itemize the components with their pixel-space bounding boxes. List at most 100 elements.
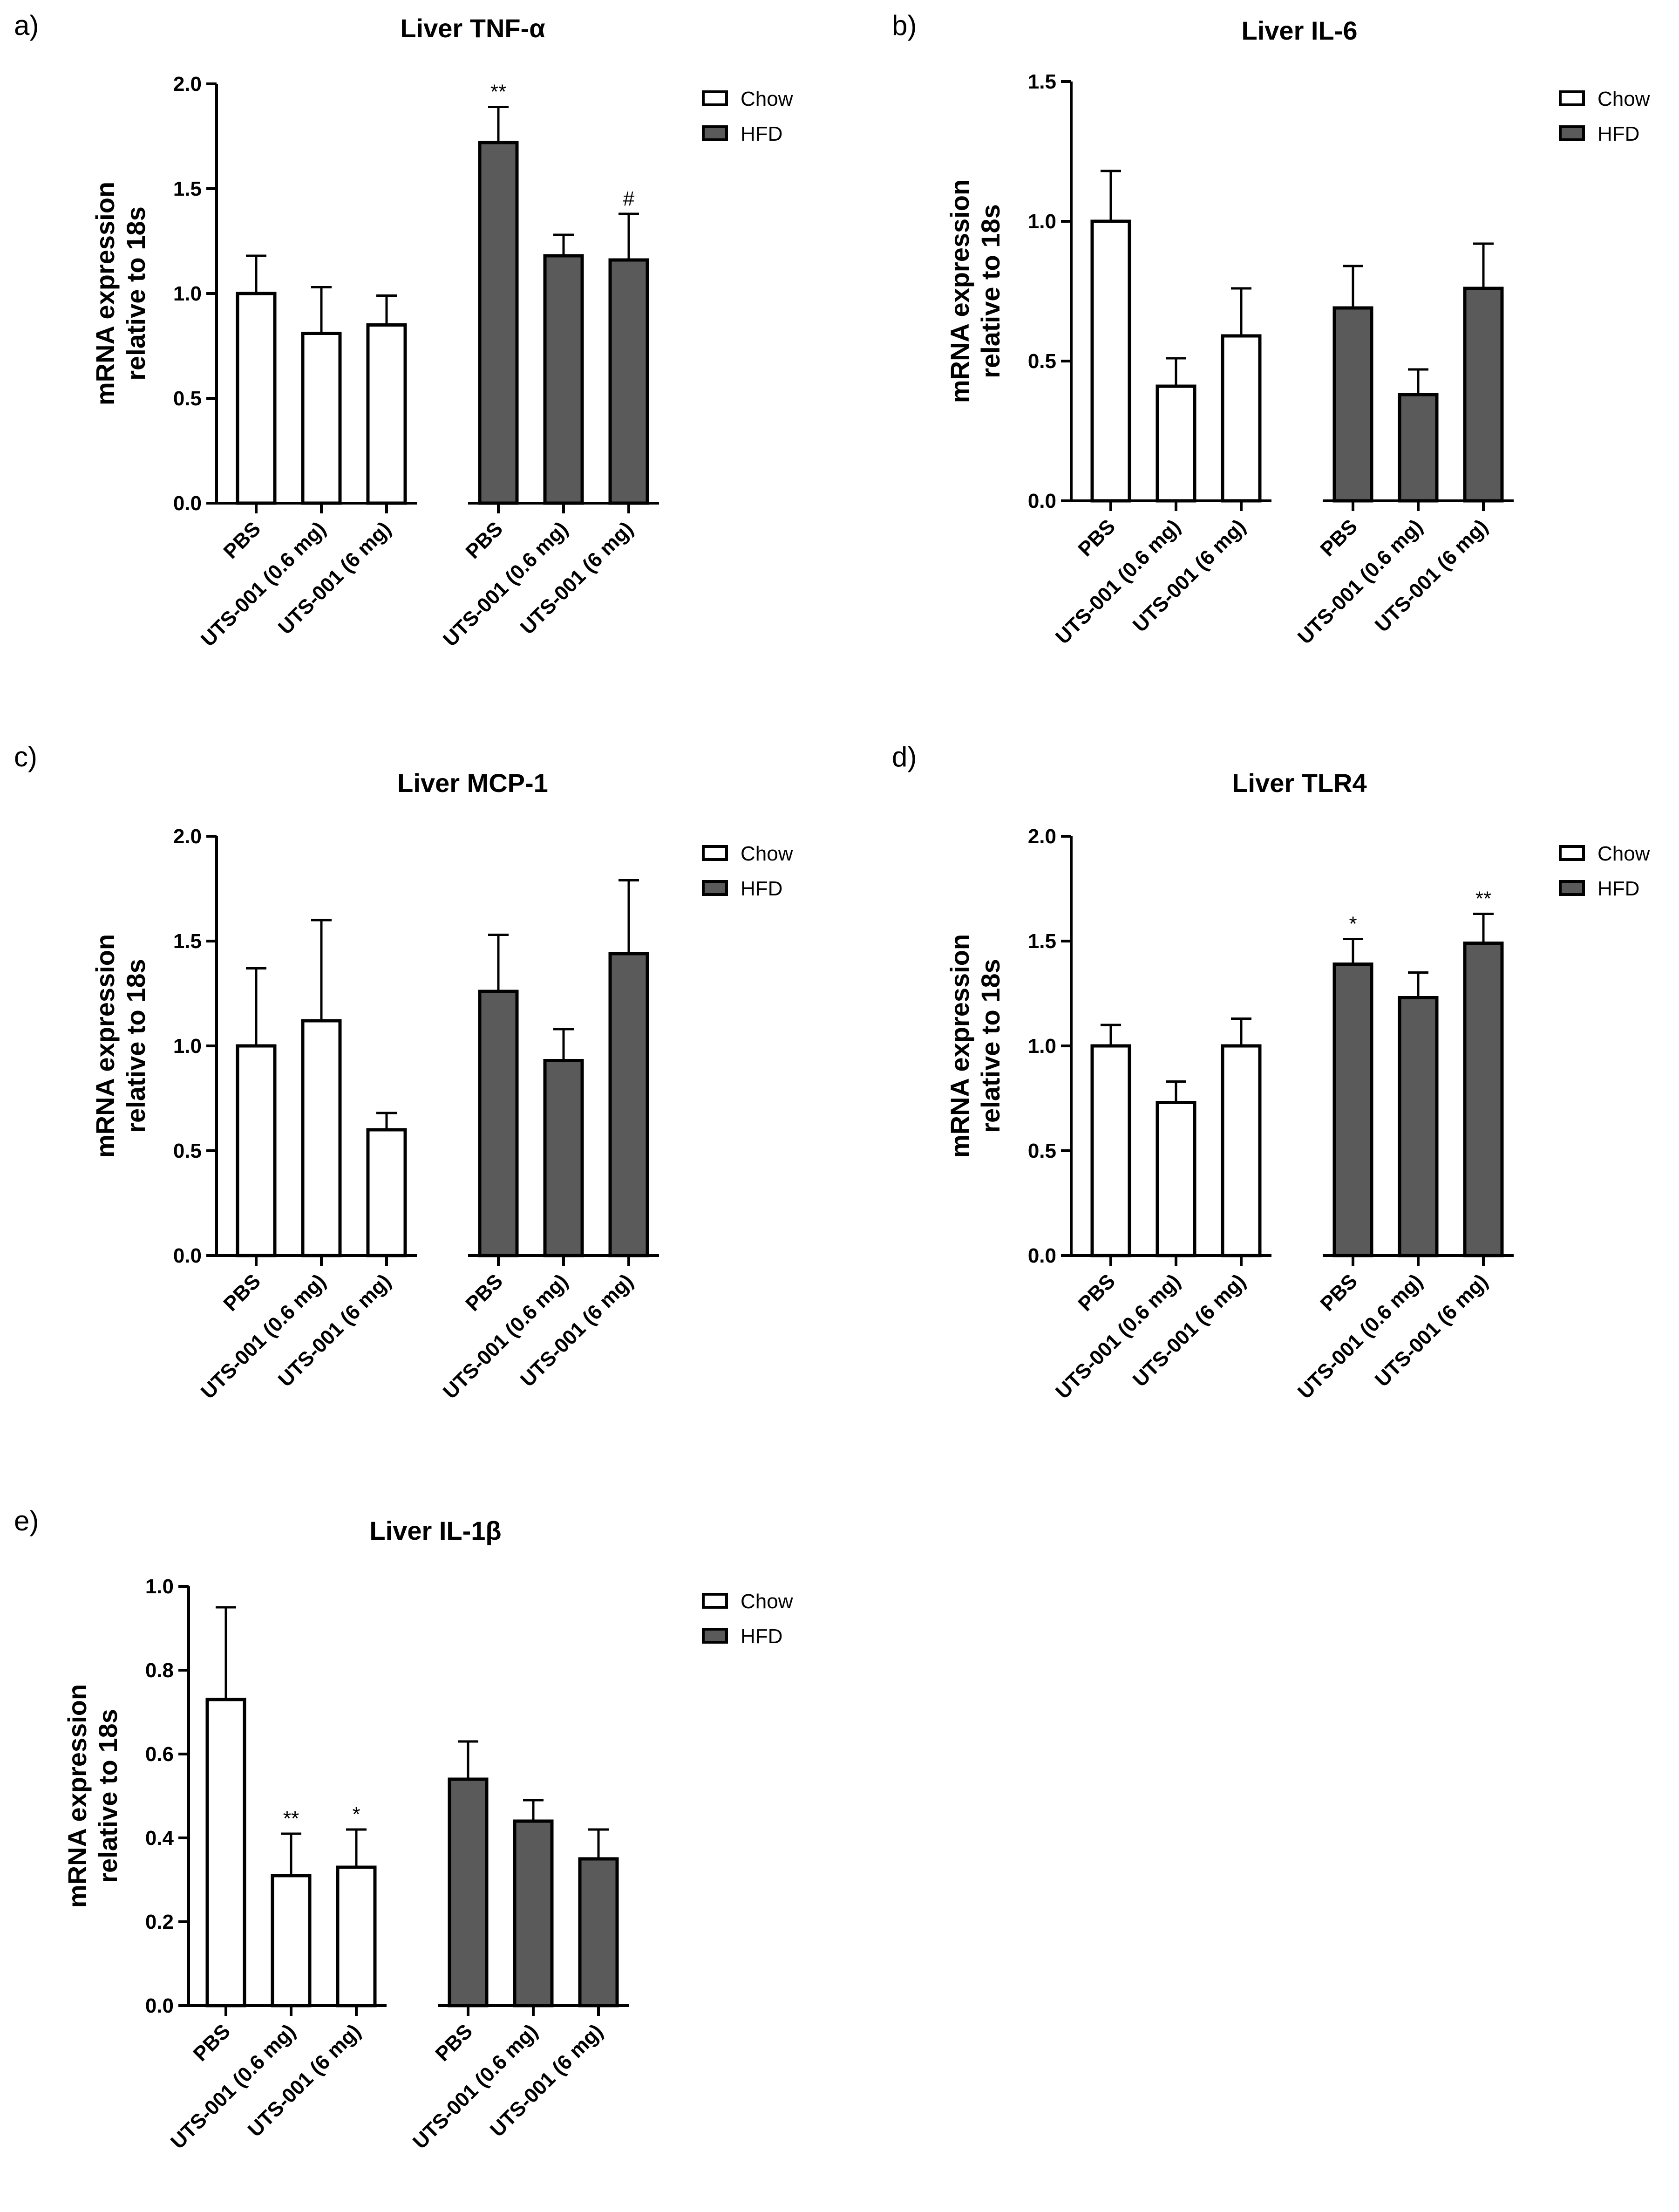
- y-axis-label-line1: mRNA expression: [62, 1684, 92, 1908]
- x-tick-label: PBS: [431, 2020, 477, 2066]
- y-tick-label: 1.5: [173, 178, 202, 200]
- bar-chow-2: [366, 1128, 407, 1257]
- x-tick-label: UTS-001 (6 mg): [274, 1270, 395, 1391]
- y-tick-label: 1.0: [173, 282, 202, 305]
- bar-chow-0: [1090, 1044, 1131, 1257]
- panel-label: b): [892, 10, 917, 41]
- y-tick-label: 0.0: [1028, 1244, 1056, 1267]
- x-tick-label: PBS: [189, 2020, 235, 2066]
- chart-panel-c: c) Liver MCP-1 mRNA expression relative to …: [14, 741, 793, 1403]
- bar-chow-2: [1221, 1044, 1262, 1257]
- y-axis-label-line1: mRNA expression: [90, 934, 120, 1158]
- y-tick-label: 0.6: [145, 1743, 174, 1766]
- legend-swatch-chow: [1559, 845, 1585, 861]
- bar-hfd-2: [578, 1857, 619, 2007]
- legend-swatch-chow: [702, 1593, 728, 1609]
- x-tick-label: UTS-001 (0.6 mg): [439, 517, 572, 651]
- legend-swatch-chow: [702, 90, 728, 106]
- x-tick-label: UTS-001 (6 mg): [486, 2020, 607, 2141]
- x-tick-label: UTS-001 (6 mg): [516, 517, 638, 639]
- x-tick-label: UTS-001 (0.6 mg): [197, 1270, 330, 1403]
- bar-chow-0: [1090, 219, 1131, 503]
- chart-title: Liver IL-6: [1242, 16, 1358, 45]
- significance-marker: **: [1475, 888, 1491, 910]
- x-tick-label: PBS: [219, 1270, 265, 1316]
- x-tick-label: PBS: [1316, 1270, 1362, 1316]
- panel-label: e): [14, 1505, 39, 1536]
- y-tick-label: 1.5: [173, 930, 202, 953]
- y-axis-label-line2: relative to 18s: [121, 206, 150, 381]
- x-tick-label: PBS: [219, 517, 265, 563]
- legend-swatch-hfd: [1559, 125, 1585, 141]
- y-tick-label: 1.0: [145, 1575, 174, 1598]
- chart-title: Liver IL-1β: [369, 1516, 501, 1545]
- y-tick-label: 0.8: [145, 1659, 174, 1682]
- chart-panel-a: a) Liver TNF-α mRNA expression relative to …: [14, 10, 793, 651]
- bar-hfd-0: [478, 990, 519, 1257]
- y-tick-label: 1.0: [1028, 1035, 1056, 1058]
- legend-label-hfd: HFD: [741, 877, 782, 900]
- x-tick-label: UTS-001 (0.6 mg): [1293, 515, 1427, 649]
- significance-marker: #: [623, 187, 635, 210]
- panel-label: a): [14, 10, 39, 41]
- y-tick-label: 0.5: [1028, 1140, 1056, 1162]
- x-tick-label: PBS: [461, 517, 507, 563]
- bar-hfd-0: [478, 141, 519, 505]
- y-tick-label: 1.0: [1028, 210, 1056, 233]
- bar-hfd-0: [1332, 306, 1373, 503]
- bar-chow-0: [236, 292, 277, 505]
- x-tick-label: UTS-001 (6 mg): [274, 517, 395, 639]
- y-tick-label: 0.5: [173, 1140, 202, 1162]
- y-axis-label-line1: mRNA expression: [945, 179, 974, 403]
- bar-hfd-1: [513, 1819, 554, 2007]
- y-tick-label: 0.0: [1028, 490, 1056, 512]
- bar-hfd-1: [1398, 393, 1439, 503]
- significance-marker: **: [490, 81, 506, 103]
- legend-label-chow: Chow: [741, 1590, 793, 1613]
- x-tick-label: PBS: [461, 1270, 507, 1316]
- bar-hfd-2: [608, 952, 649, 1257]
- significance-marker: **: [283, 1807, 299, 1830]
- x-tick-label: UTS-001 (6 mg): [244, 2020, 365, 2141]
- bar-chow-1: [301, 1019, 342, 1257]
- bar-chow-1: [301, 332, 342, 505]
- significance-marker: *: [1349, 913, 1357, 935]
- bar-hfd-0: [1332, 963, 1373, 1257]
- x-tick-label: UTS-001 (0.6 mg): [439, 1270, 572, 1403]
- y-axis-label-line1: mRNA expression: [945, 934, 974, 1158]
- y-tick-label: 1.5: [1028, 930, 1056, 953]
- x-tick-label: PBS: [1074, 515, 1120, 561]
- y-tick-label: 2.0: [173, 73, 202, 96]
- y-tick-label: 0.0: [173, 1244, 202, 1267]
- y-tick-label: 0.2: [145, 1911, 174, 1933]
- x-tick-label: PBS: [1316, 515, 1362, 561]
- legend-label-hfd: HFD: [741, 123, 782, 145]
- bar-chow-2: [366, 323, 407, 505]
- x-tick-label: UTS-001 (0.6 mg): [1293, 1270, 1427, 1403]
- legend-label-hfd: HFD: [1597, 123, 1639, 145]
- x-tick-label: UTS-001 (6 mg): [516, 1270, 638, 1391]
- x-tick-label: UTS-001 (6 mg): [1371, 1270, 1492, 1391]
- bar-hfd-0: [448, 1777, 489, 2007]
- bar-hfd-2: [1463, 287, 1504, 503]
- y-tick-label: 0.5: [1028, 350, 1056, 373]
- y-tick-label: 2.0: [1028, 825, 1056, 848]
- legend-swatch-hfd: [1559, 880, 1585, 896]
- x-tick-label: PBS: [1074, 1270, 1120, 1316]
- legend-swatch-hfd: [702, 880, 728, 896]
- panel-label: c): [14, 741, 37, 772]
- bar-hfd-1: [543, 1059, 584, 1257]
- chart-title: Liver TLR4: [1232, 768, 1366, 798]
- bar-chow-1: [1156, 384, 1196, 503]
- legend-swatch-hfd: [702, 125, 728, 141]
- bar-chow-2: [336, 1865, 377, 2007]
- bar-hfd-1: [543, 254, 584, 505]
- legend-swatch-hfd: [702, 1628, 728, 1644]
- legend-label-hfd: HFD: [741, 1625, 782, 1648]
- y-axis-label-line2: relative to 18s: [121, 959, 150, 1133]
- chart-panel-b: b) Liver IL-6 mRNA expression relative to 1…: [892, 10, 1650, 649]
- y-tick-label: 1.0: [173, 1035, 202, 1058]
- x-tick-label: UTS-001 (0.6 mg): [197, 517, 330, 651]
- bar-chow-0: [236, 1044, 277, 1257]
